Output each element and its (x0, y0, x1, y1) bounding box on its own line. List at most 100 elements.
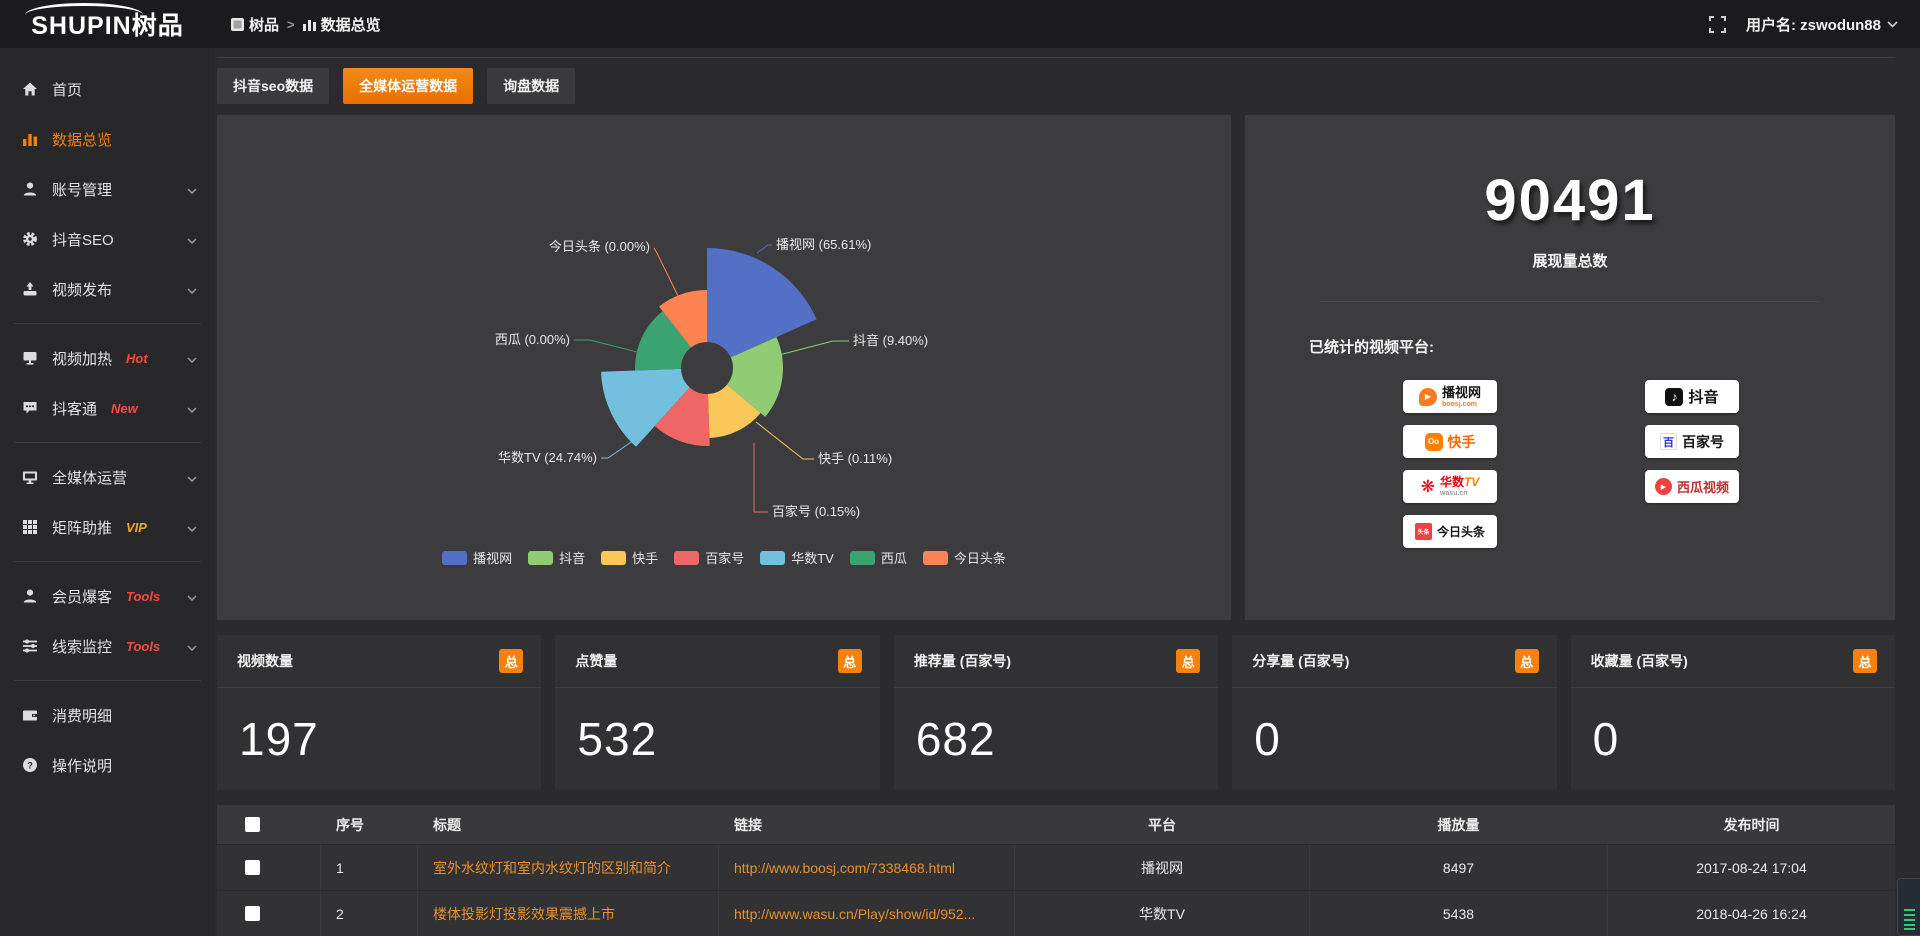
sidebar-item-doukertong[interactable]: 抖客通 New (0, 383, 215, 433)
floating-side-widget[interactable] (1897, 878, 1920, 936)
pie-slice-快手[interactable] (707, 384, 761, 438)
pie-slice-播视网[interactable] (707, 248, 817, 358)
legend-item-今日头条[interactable]: 今日头条 (922, 548, 1006, 567)
toutiao-logo-icon: 头条 (1414, 523, 1432, 540)
sidebar-item-video-heat[interactable]: 视频加热 Hot (0, 333, 215, 383)
col-header-time: 发布时间 (1723, 816, 1780, 833)
total-badge: 总 (837, 649, 862, 673)
legend-label: 西瓜 (880, 551, 907, 566)
chevron-down-icon (187, 400, 197, 417)
sidebar-item-lead-monitor[interactable]: 线索监控 Tools (0, 621, 215, 671)
platform-badge-toutiao: 头条 今日头条 (1403, 515, 1497, 548)
pie-slice-华数TV[interactable] (601, 368, 690, 447)
summary-divider (1320, 301, 1820, 302)
cell-no: 2 (321, 891, 418, 936)
label-leader-line (753, 443, 768, 513)
pie-label-西瓜: 西瓜 (0.00%) (495, 332, 570, 347)
legend-item-华数TV[interactable]: 华数TV (760, 548, 834, 567)
sidebar-item-member-burst[interactable]: 会员爆客 Tools (0, 571, 215, 621)
cell-platform: 华数TV (1015, 891, 1310, 936)
tab-inquiry-data[interactable]: 询盘数据 (487, 68, 576, 104)
sidebar-item-video-publish[interactable]: 视频发布 (0, 264, 215, 314)
pie-slice-百家号[interactable] (654, 387, 710, 447)
breadcrumb-separator: > (287, 16, 295, 32)
platform-share-chart-panel: 播视网 (65.61%) 抖音 (9.40%) 快手 (0.11%) 百家号 (0.1… (217, 115, 1231, 620)
sidebar-divider (14, 442, 201, 443)
sidebar-item-spend-detail[interactable]: 消费明细 (0, 690, 215, 740)
platforms-label: 已统计的视频平台: (1309, 339, 1434, 356)
rose-pie-chart[interactable]: 播视网 (65.61%) 抖音 (9.40%) 快手 (0.11%) 百家号 (0.1… (217, 115, 1231, 620)
row-checkbox[interactable] (245, 860, 260, 875)
baijiahao-logo-icon: 百 (1660, 433, 1677, 450)
video-url-link[interactable]: http://www.boosj.com/7338468.html (734, 859, 956, 876)
col-header-no: 序号 (321, 805, 418, 844)
sidebar-item-account[interactable]: 账号管理 (0, 164, 215, 214)
legend-item-西瓜[interactable]: 西瓜 (849, 548, 907, 567)
table-header-row: 序号 标题 链接 平台 播放量 发布时间 (217, 805, 1895, 845)
legend-swatch (760, 550, 786, 565)
pie-slice-抖音[interactable] (726, 337, 783, 417)
breadcrumb-root[interactable]: 树品 (231, 14, 279, 35)
cell-platform: 播视网 (1015, 845, 1310, 890)
sliders-icon (22, 638, 38, 654)
tab-omnimedia-data[interactable]: 全媒体运营数据 (343, 68, 474, 104)
select-all-checkbox[interactable] (245, 817, 260, 832)
total-badge: 总 (1514, 649, 1539, 673)
sidebar-item-help[interactable]: ? 操作说明 (0, 740, 215, 790)
chevron-down-icon (187, 231, 197, 248)
pie-slice-西瓜[interactable] (635, 311, 691, 371)
chat-bubble-icon (22, 400, 38, 416)
col-header-link: 链接 (719, 805, 1015, 844)
legend-swatch (601, 550, 627, 565)
label-leader-line (755, 421, 814, 460)
cell-no: 1 (321, 845, 418, 890)
label-leader-line (653, 247, 679, 297)
pie-label-抖音: 抖音 (9.40%) (853, 333, 928, 348)
breadcrumb-current[interactable]: 数据总览 (302, 14, 381, 35)
legend-item-抖音[interactable]: 抖音 (528, 548, 585, 567)
stat-value: 0 (1254, 713, 1281, 765)
tab-douyin-seo-data[interactable]: 抖音seo数据 (217, 68, 330, 104)
pie-label-百家号: 百家号 (0.15%) (772, 504, 860, 519)
label-leader-line (574, 339, 638, 353)
person-icon (22, 588, 38, 604)
chevron-down-icon (187, 519, 197, 536)
legend-label: 播视网 (473, 551, 513, 566)
tools-badge: Tools (126, 588, 161, 604)
logo-text-en: SHUPIN (31, 12, 132, 40)
sidebar-item-matrix-boost[interactable]: 矩阵助推 VIP (0, 502, 215, 552)
sidebar-item-data-overview[interactable]: 数据总览 (0, 114, 215, 164)
legend-swatch (528, 550, 554, 565)
sidebar-item-douyin-seo[interactable]: 抖音SEO (0, 214, 215, 264)
fullscreen-icon[interactable] (1708, 15, 1726, 33)
username-menu[interactable]: 用户名: zswodun88 (1746, 14, 1898, 35)
sidebar-divider (14, 323, 201, 324)
label-leader-line (756, 244, 772, 254)
screen-icon (22, 350, 38, 366)
sidebar-item-omnimedia[interactable]: 全媒体运营 (0, 452, 215, 502)
new-badge: New (111, 400, 138, 416)
legend-item-快手[interactable]: 快手 (601, 548, 658, 567)
stat-card-recommends: 推荐量 (百家号) 总 682 (893, 635, 1219, 790)
legend-label: 百家号 (705, 551, 745, 566)
douyin-logo-icon: ♪ (1665, 387, 1684, 406)
legend-swatch (442, 550, 468, 565)
stat-value: 682 (915, 713, 996, 765)
legend-item-播视网[interactable]: 播视网 (442, 548, 512, 567)
video-url-link[interactable]: http://www.wasu.cn/Play/show/id/952... (734, 905, 976, 922)
video-title-link[interactable]: 室外水纹灯和室内水纹灯的区别和简介 (433, 859, 671, 876)
pie-slice-今日头条[interactable] (658, 290, 707, 348)
video-table: 序号 标题 链接 平台 播放量 发布时间 1 室外水纹灯和室内水纹灯的区别和简介… (217, 805, 1895, 936)
data-tabs: 抖音seo数据 全媒体运营数据 询盘数据 (217, 68, 576, 104)
question-circle-icon: ? (22, 757, 38, 773)
row-checkbox[interactable] (245, 906, 260, 921)
legend-item-百家号[interactable]: 百家号 (674, 548, 744, 567)
video-title-link[interactable]: 楼体投影灯投影效果震撼上市 (433, 905, 615, 922)
sidebar-item-home[interactable]: 首页 (0, 64, 215, 114)
pie-label-今日头条: 今日头条 (0.00%) (549, 239, 650, 254)
cell-time: 2018-04-26 16:24 (1696, 905, 1807, 922)
signal-bars-icon (1903, 909, 1915, 930)
topbar-right: 用户名: zswodun88 (1708, 0, 1898, 48)
publish-icon (22, 281, 38, 297)
platform-badge-baijiahao: 百 百家号 (1645, 425, 1739, 458)
